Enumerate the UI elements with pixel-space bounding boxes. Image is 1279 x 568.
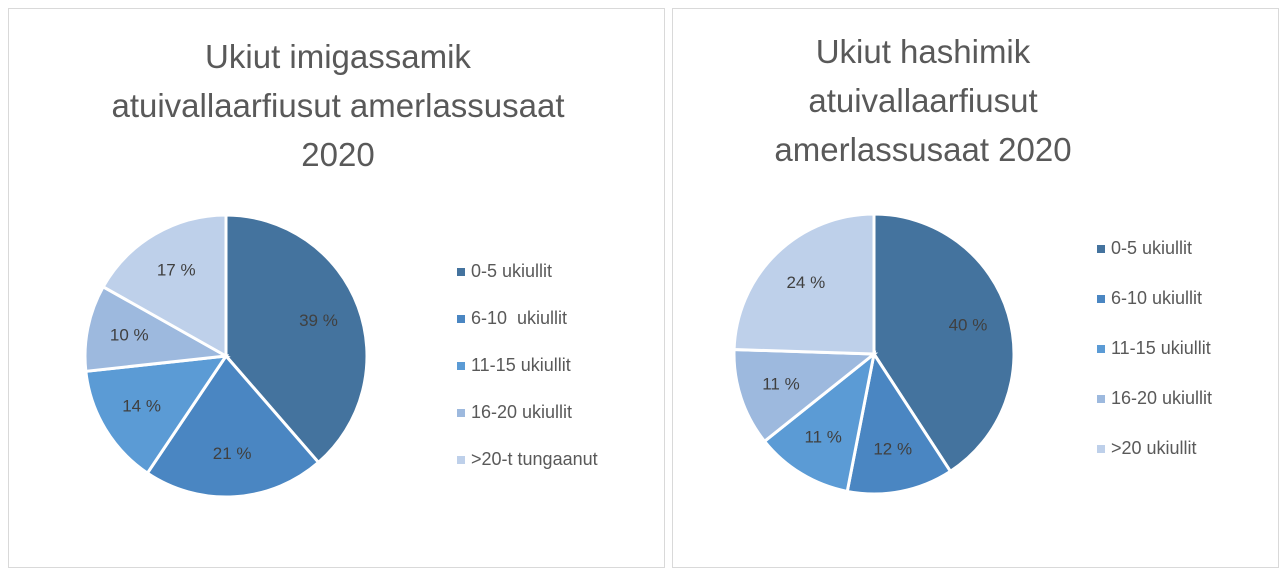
legend-label: 0-5 ukiullit <box>471 261 552 281</box>
legend-marker <box>457 456 465 464</box>
data-label: 39 % <box>299 311 338 330</box>
pie-slice <box>101 213 228 359</box>
chart-title: Ukiut imigassamik atuivallaarfiusut amer… <box>111 38 565 173</box>
legend-label: 11-15 ukiullit <box>1111 338 1211 358</box>
data-label: 21 % <box>213 444 252 463</box>
data-label: 11 % <box>804 427 842 446</box>
pie-slice <box>762 350 877 494</box>
pie-slice <box>224 213 369 465</box>
legend-marker <box>1097 345 1105 353</box>
legend-marker <box>1097 295 1105 303</box>
legend-label: 6-10 ukiullit <box>1111 288 1202 308</box>
legend-label: 16-20 ukiullit <box>1111 388 1212 408</box>
pie-slice <box>145 353 321 499</box>
legend-marker <box>457 315 465 323</box>
data-label: 40 % <box>949 316 988 335</box>
legend-marker <box>457 409 465 417</box>
legend-marker <box>1097 245 1105 253</box>
pie-slice <box>732 347 879 444</box>
pie-slice <box>83 284 231 373</box>
legend-marker <box>1097 395 1105 403</box>
data-label: 24 % <box>786 273 825 292</box>
data-label: 14 % <box>122 397 161 416</box>
legend-marker <box>457 268 465 276</box>
legend-label: >20-t tungaanut <box>471 449 598 469</box>
pie-slice <box>845 350 953 496</box>
chart-title: Ukiut hashimik atuivallaarfiusut amerlas… <box>774 33 1072 168</box>
legend-label: 11-15 ukiullit <box>471 355 571 375</box>
data-label: 10 % <box>110 326 149 345</box>
data-label: 17 % <box>157 260 196 279</box>
data-label: 12 % <box>873 440 912 459</box>
data-label: 11 % <box>762 374 800 393</box>
pie-slice <box>84 354 230 476</box>
legend-marker <box>457 362 465 370</box>
legend-label: 6-10 ukiullit <box>471 308 567 328</box>
legend-label: >20 ukiullit <box>1111 438 1197 458</box>
pie-slice <box>732 212 876 356</box>
legend-label: 16-20 ukiullit <box>471 402 572 422</box>
legend-label: 0-5 ukiullit <box>1111 238 1192 258</box>
legend-marker <box>1097 445 1105 453</box>
